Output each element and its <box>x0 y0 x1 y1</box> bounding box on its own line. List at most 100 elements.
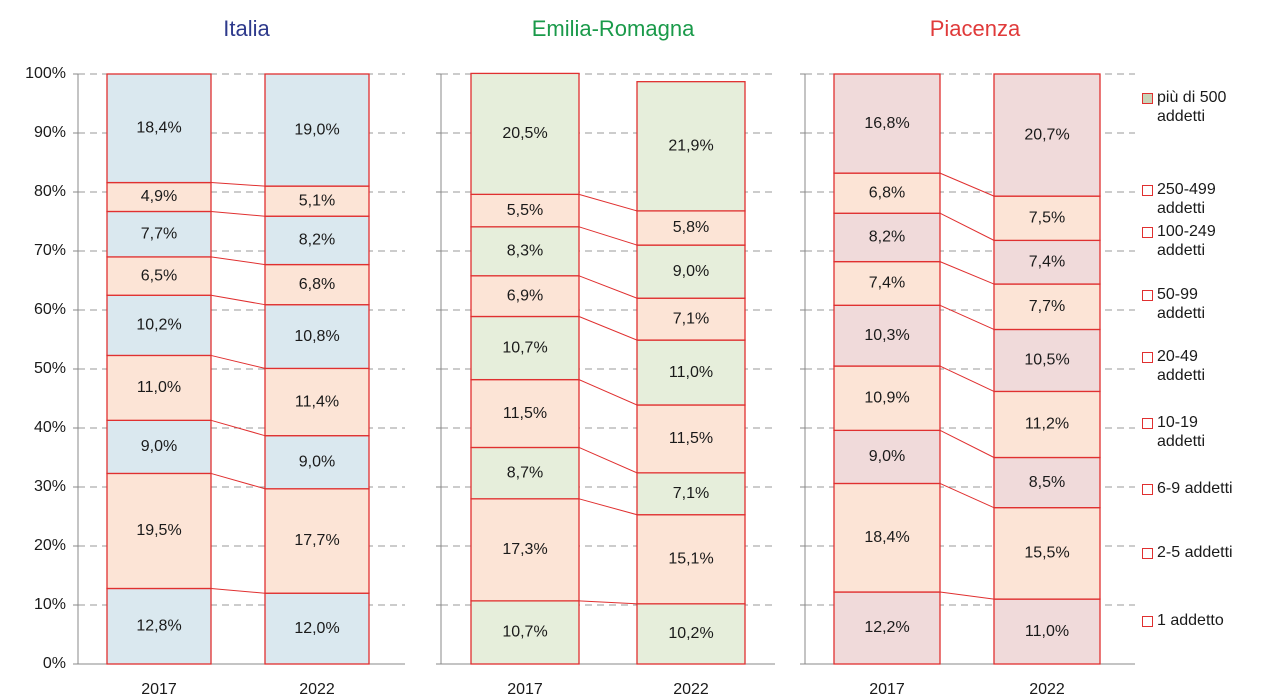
bar-segment <box>833 429 941 485</box>
bar-segment <box>993 283 1101 331</box>
connector <box>210 182 266 187</box>
legend-swatch <box>1142 484 1153 495</box>
connector <box>939 483 995 509</box>
panel-title: Piacenza <box>930 16 1021 41</box>
connector <box>939 172 995 197</box>
connector <box>939 304 995 330</box>
legend-swatch <box>1142 548 1153 559</box>
legend-swatch <box>1142 352 1153 363</box>
value-label: 7,5% <box>1029 209 1065 226</box>
value-label: 10,9% <box>864 389 909 406</box>
x-tick-label: 2022 <box>299 681 335 698</box>
legend-swatch <box>1142 93 1153 104</box>
value-label: 11,5% <box>669 430 713 447</box>
legend-item: 6-9 addetti <box>1142 479 1254 498</box>
bar-segment <box>833 73 941 174</box>
value-label: 10,2% <box>136 317 181 334</box>
value-label: 5,1% <box>299 192 335 209</box>
panel-title: Italia <box>223 16 270 41</box>
value-label: 10,5% <box>1024 352 1069 369</box>
bar-segment <box>636 81 746 212</box>
value-label: 11,4% <box>295 393 339 410</box>
value-label: 5,8% <box>673 219 709 236</box>
value-label: 6,8% <box>299 276 335 293</box>
bar-segment <box>106 73 212 184</box>
value-label: 6,9% <box>507 287 543 304</box>
x-tick-label: 2017 <box>507 681 543 698</box>
legend-swatch <box>1142 290 1153 301</box>
connector <box>210 354 266 369</box>
legend-item: 20-49 addetti <box>1142 347 1254 385</box>
value-label: 12,2% <box>864 619 909 636</box>
bar-segment <box>833 172 941 214</box>
value-label: 8,7% <box>507 464 543 481</box>
bar-segment <box>833 212 941 263</box>
y-tick-label: 80% <box>34 183 66 200</box>
bar-segment <box>470 193 580 228</box>
bar-segment <box>636 297 746 341</box>
legend-item: 2-5 addetti <box>1142 543 1254 562</box>
value-label: 8,2% <box>869 229 905 246</box>
value-label: 17,7% <box>294 532 339 549</box>
connector <box>578 193 638 212</box>
legend-swatch <box>1142 616 1153 627</box>
bar-segment <box>106 210 212 258</box>
legend-label: 6-9 addetti <box>1157 480 1233 497</box>
bar-segment <box>470 600 580 665</box>
connector <box>578 447 638 474</box>
y-tick-label: 50% <box>34 360 66 377</box>
value-label: 17,3% <box>502 541 547 558</box>
value-label: 7,7% <box>1029 298 1065 315</box>
bar-segment <box>470 378 580 449</box>
bar-segment <box>993 239 1101 285</box>
legend-label: più di 500 addetti <box>1157 89 1227 125</box>
y-tick-label: 20% <box>34 537 66 554</box>
value-label: 6,8% <box>869 184 905 201</box>
bar-segment <box>106 181 212 213</box>
legend-swatch <box>1142 185 1153 196</box>
connector <box>210 294 266 306</box>
bar-segment <box>106 256 212 296</box>
legend-item: 50-99 addetti <box>1142 285 1254 323</box>
bar-segment <box>833 591 941 665</box>
value-label: 10,7% <box>502 624 547 641</box>
bar-segment <box>833 365 941 432</box>
connector <box>939 429 995 458</box>
x-tick-label: 2017 <box>869 681 905 698</box>
legend-item: 1 addetto <box>1142 611 1254 630</box>
value-label: 6,5% <box>141 267 177 284</box>
legend-label: 100-249 addetti <box>1157 223 1216 259</box>
value-label: 8,2% <box>299 232 335 249</box>
connector <box>210 256 266 266</box>
value-label: 7,1% <box>673 310 709 327</box>
connector <box>578 226 638 246</box>
value-label: 7,4% <box>1029 253 1065 270</box>
value-label: 20,5% <box>502 125 547 142</box>
y-tick-label: 10% <box>34 596 66 613</box>
legend-label: 20-49 addetti <box>1157 348 1206 384</box>
x-tick-label: 2017 <box>141 681 177 698</box>
value-label: 9,0% <box>299 453 335 470</box>
y-tick-label: 30% <box>34 478 66 495</box>
value-label: 19,5% <box>136 522 181 539</box>
y-tick-label: 0% <box>43 655 66 672</box>
value-label: 8,5% <box>1029 474 1065 491</box>
panel-title: Emilia-Romagna <box>532 16 695 41</box>
bar-segment <box>264 263 370 306</box>
value-label: 9,0% <box>141 438 177 455</box>
bar-segment <box>636 603 746 665</box>
bar-segment <box>106 587 212 665</box>
value-label: 7,4% <box>869 275 905 292</box>
bar-segment <box>993 390 1101 459</box>
connector <box>210 210 266 217</box>
connector <box>578 498 638 516</box>
connector <box>578 316 638 341</box>
bar-segment <box>993 456 1101 509</box>
value-label: 15,1% <box>668 550 713 567</box>
value-label: 11,5% <box>503 405 547 422</box>
bar-segment <box>993 73 1101 197</box>
connector <box>578 379 638 406</box>
value-label: 19,0% <box>294 121 339 138</box>
bar-segment <box>264 215 370 266</box>
